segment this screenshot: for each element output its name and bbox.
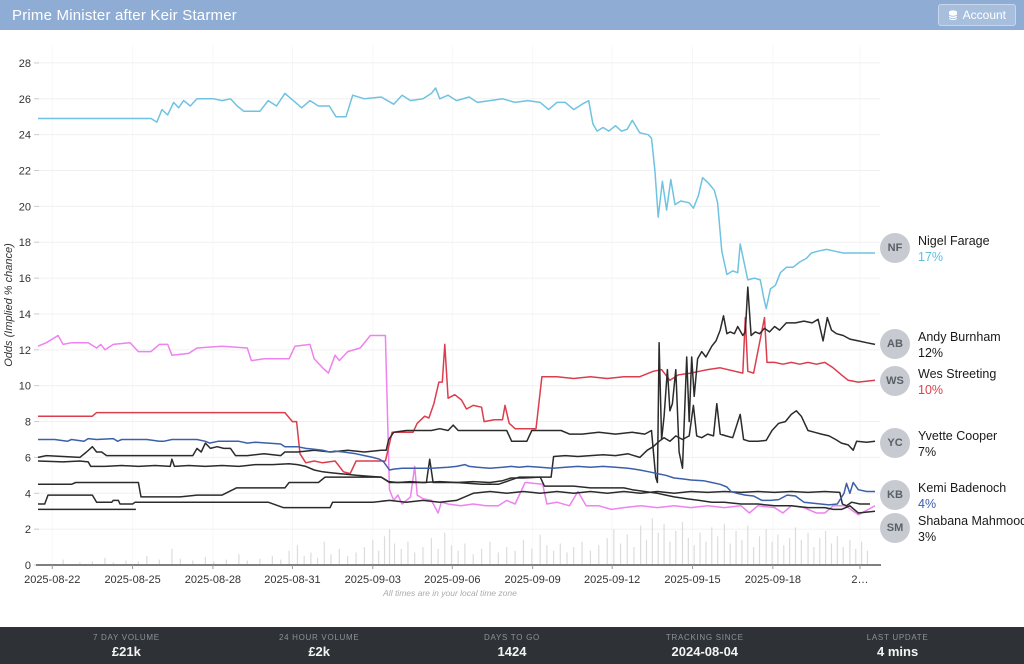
legend-item-kemi-badenoch[interactable]: KB Kemi Badenoch 4%: [880, 480, 1022, 512]
y-tick-label: 26: [19, 94, 31, 106]
candidate-odds: 10%: [918, 382, 944, 397]
candidate-name: Shabana Mahmood: [918, 514, 1024, 528]
avatar: AB: [880, 329, 910, 359]
x-tick-label: 2025-09-18: [745, 574, 801, 586]
stat-label: 7 DAY VOLUME: [92, 632, 160, 642]
stat-value: 4 mins: [876, 643, 919, 659]
legend-item-wes-streeting[interactable]: WS Wes Streeting 10%: [880, 366, 1022, 398]
stat-label: TRACKING SINCE: [665, 632, 744, 642]
x-tick-label: 2025-08-28: [185, 574, 241, 586]
y-axis-title: Odds (Implied % chance): [3, 243, 15, 367]
y-tick-label: 2: [25, 524, 31, 536]
x-tick-label: 2025-09-12: [584, 574, 640, 586]
y-tick-label: 24: [19, 130, 31, 142]
page-title: Prime Minister after Keir Starmer: [12, 6, 237, 24]
y-tick-label: 4: [25, 488, 31, 500]
stat-label: LAST UPDATE: [866, 632, 929, 642]
y-tick-label: 8: [25, 417, 31, 429]
candidate-odds: 4%: [918, 496, 937, 511]
series-unlabeled-magenta: [37, 334, 876, 516]
stat-label: DAYS TO GO: [484, 632, 540, 642]
legend-item-shabana-mahmood[interactable]: SM Shabana Mahmood 3%: [880, 513, 1024, 545]
series-kemi-badenoch: [38, 437, 875, 506]
series-yvette-cooper: [37, 402, 876, 484]
candidate-odds: 7%: [918, 444, 937, 459]
candidate-odds: 12%: [918, 345, 944, 360]
candidate-odds: 3%: [918, 529, 937, 544]
x-tick-label: 2025-09-03: [345, 574, 401, 586]
stat-label: 24 HOUR VOLUME: [278, 632, 360, 642]
y-tick-label: 28: [19, 58, 31, 70]
y-tick-label: 12: [19, 345, 31, 357]
y-tick-label: 0: [25, 560, 31, 572]
legend-item-yvette-cooper[interactable]: YC Yvette Cooper 7%: [880, 428, 1022, 460]
y-tick-label: 10: [19, 381, 31, 393]
stat-value: £21k: [111, 643, 141, 659]
y-tick-label: 18: [19, 237, 31, 249]
avatar: KB: [880, 480, 910, 510]
series-shabana-mahmood: [38, 490, 870, 509]
odds-chart: 0 2 4 6 8 10 12 14 16 18 20 22 24 26 28 2025-08-22 2025-…: [0, 30, 1024, 627]
candidate-odds: 17%: [918, 249, 944, 264]
candidate-name: Kemi Badenoch: [918, 481, 1007, 495]
y-tick-label: 22: [19, 166, 31, 178]
legend-item-nigel-farage[interactable]: NF Nigel Farage 17%: [880, 233, 1022, 265]
avatar: YC: [880, 428, 910, 458]
stat-value: 2024-08-04: [671, 643, 739, 659]
avatar: WS: [880, 366, 910, 396]
x-tick-label: 2025-09-15: [664, 574, 720, 586]
candidate-name: Andy Burnham: [918, 330, 1001, 344]
legend-item-andy-burnham[interactable]: AB Andy Burnham 12%: [880, 329, 1022, 361]
y-tick-label: 16: [19, 273, 31, 285]
candidate-name: Nigel Farage: [918, 234, 990, 248]
account-button-label: Account: [962, 8, 1006, 22]
title-bar: Prime Minister after Keir Starmer Accoun…: [0, 0, 1024, 30]
stat-tracking-since: TRACKING SINCE 2024-08-04: [650, 633, 760, 659]
y-tick-label: 6: [25, 452, 31, 464]
stat-last-update: LAST UPDATE 4 mins: [843, 633, 953, 659]
series-nigel-farage: [38, 87, 875, 310]
database-icon: [948, 9, 958, 21]
avatar: SM: [880, 513, 910, 543]
x-tick-label: 2025-08-22: [24, 574, 80, 586]
x-tick-label: 2…: [851, 574, 868, 586]
series-unlabeled-black-aux: [38, 458, 876, 514]
x-tick-label: 2025-08-25: [104, 574, 160, 586]
stat-value: £2k: [308, 643, 331, 659]
timezone-footnote: All times are in your local time zone: [382, 588, 517, 598]
stats-footer: 7 DAY VOLUME £21k 24 HOUR VOLUME £2k DAY…: [0, 627, 1024, 664]
series-wes-streeting: [38, 316, 876, 475]
y-tick-label: 20: [19, 201, 31, 213]
candidate-name: Yvette Cooper: [918, 429, 998, 443]
candidate-name: Wes Streeting: [918, 367, 997, 381]
stat-7-day-volume: 7 DAY VOLUME £21k: [71, 633, 181, 659]
stat-days-to-go: DAYS TO GO 1424: [457, 633, 567, 659]
x-tick-label: 2025-09-09: [505, 574, 561, 586]
x-tick-label: 2025-09-06: [424, 574, 480, 586]
x-tick-label: 2025-08-31: [264, 574, 320, 586]
account-button[interactable]: Account: [937, 4, 1016, 26]
series-andy-burnham: [37, 286, 876, 484]
y-tick-label: 14: [19, 309, 31, 321]
stat-24-hour-volume: 24 HOUR VOLUME £2k: [264, 633, 374, 659]
avatar: NF: [880, 233, 910, 263]
stat-value: 1424: [497, 643, 527, 659]
